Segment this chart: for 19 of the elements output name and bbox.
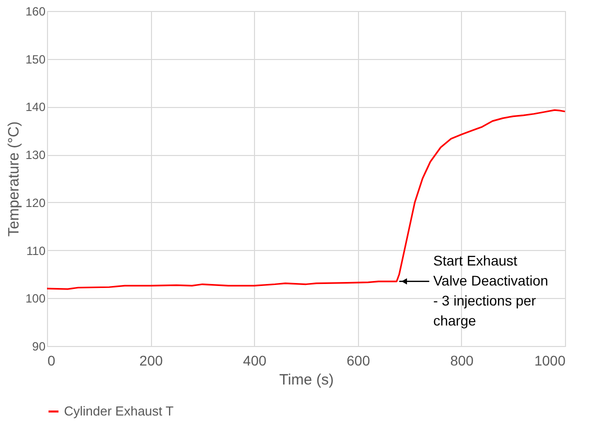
y-tick-label: 110 [26,244,46,258]
x-tick-label: 0 [48,352,56,368]
y-tick-label: 120 [25,196,46,210]
legend-label: Cylinder Exhaust T [64,404,174,418]
y-tick-label: 100 [25,292,46,306]
y-axis-title: Temperature (°C) [5,121,22,237]
y-tick-label: 130 [25,148,46,162]
x-tick-label: 800 [450,352,474,368]
line-series [46,109,566,290]
y-tick-label: 160 [25,4,46,18]
y-tick-label: 140 [25,100,46,114]
x-tick-label: 600 [346,352,370,368]
x-axis-title: Time (s) [279,372,334,388]
x-tick-label: 400 [243,352,267,368]
x-tick-label: 200 [139,352,163,368]
annotation: Start Exhaust Valve Deactivation - 3 injections per charge [433,252,548,328]
y-tick-label: 90 [32,340,46,354]
y-tick-label: 150 [25,52,46,66]
x-tick-label: 1000 [534,352,566,368]
